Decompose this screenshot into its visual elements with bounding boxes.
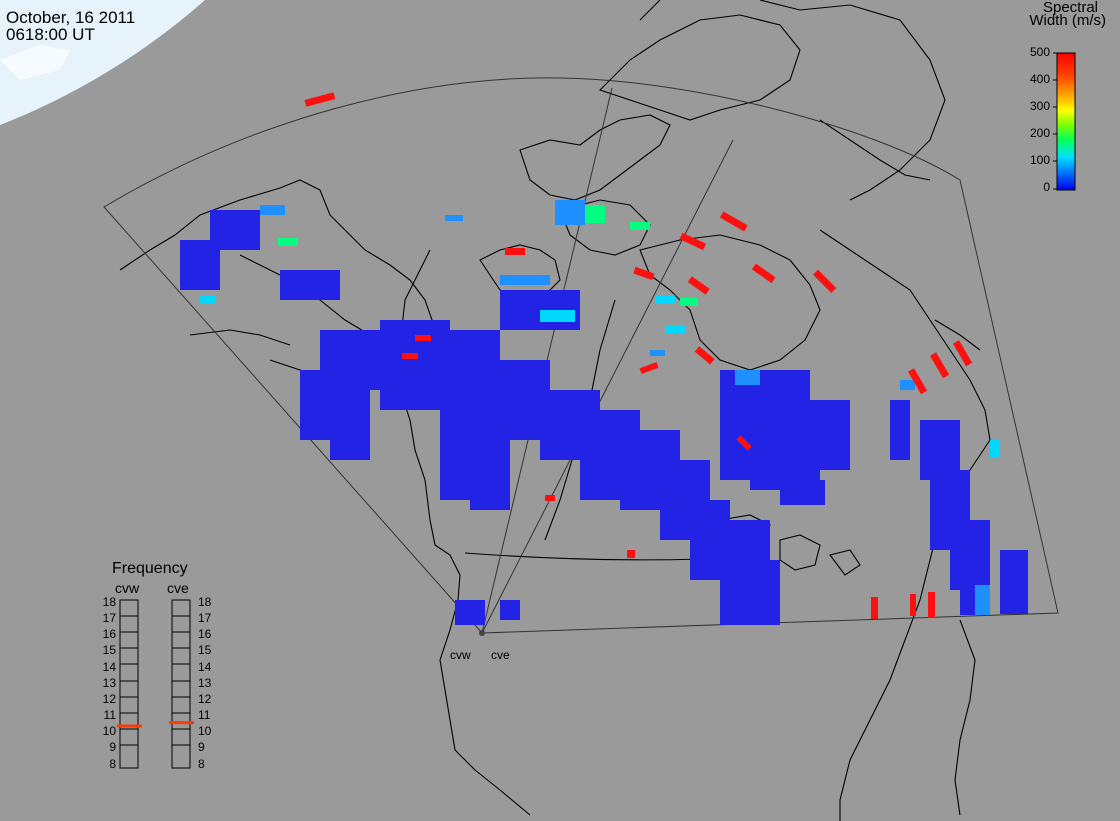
freq-level: 12: [198, 692, 212, 706]
colorbar-title-line1: Spectral: [1042, 0, 1098, 16]
time-label: 0618:00 UT: [6, 25, 95, 44]
freq-level: 16: [198, 627, 212, 641]
freq-level: 14: [102, 660, 116, 674]
freq-level: 13: [198, 676, 212, 690]
colorbar-tick: 200: [1029, 126, 1050, 140]
site-label-cvw: cvw: [450, 648, 471, 662]
date-label: October, 16 2011: [6, 8, 136, 27]
colorbar: [1056, 52, 1076, 191]
freq-level: 15: [102, 643, 116, 657]
colorbar-tick: 500: [1029, 45, 1050, 59]
freq-level: 18: [198, 595, 212, 609]
frequency-title: Frequency: [112, 560, 188, 577]
colorbar-tick: 100: [1029, 153, 1050, 167]
frequency-ladders: [119, 599, 191, 769]
freq-level: 17: [198, 611, 212, 625]
radar-label-cve: cve: [167, 580, 189, 596]
site-label-cve: cve: [491, 648, 510, 662]
freq-level: 15: [198, 643, 212, 657]
daylight-region: [0, 0, 205, 125]
freq-level: 9: [198, 740, 205, 754]
freq-level: 8: [198, 757, 205, 771]
freq-level: 11: [198, 708, 211, 722]
freq-level: 10: [198, 724, 212, 738]
colorbar-tick: 400: [1029, 72, 1050, 86]
colorbar-title-line2: Width (m/s): [1029, 12, 1106, 29]
freq-level: 13: [102, 676, 116, 690]
freq-level: 10: [102, 724, 116, 738]
freq-level: 12: [102, 692, 116, 706]
field-of-view: [103, 77, 1059, 634]
radar-site-marker: [479, 630, 485, 636]
freq-level: 18: [102, 595, 116, 609]
scatter-cells: [180, 92, 1028, 625]
freq-level: 11: [103, 708, 116, 722]
colorbar-tick: 300: [1029, 99, 1050, 113]
freq-level: 8: [109, 757, 116, 771]
colorbar-tick: 0: [1043, 180, 1050, 194]
radar-label-cvw: cvw: [115, 580, 140, 596]
freq-level: 17: [102, 611, 116, 625]
freq-level: 14: [198, 660, 212, 674]
freq-level: 9: [109, 740, 116, 754]
freq-level: 16: [102, 627, 116, 641]
